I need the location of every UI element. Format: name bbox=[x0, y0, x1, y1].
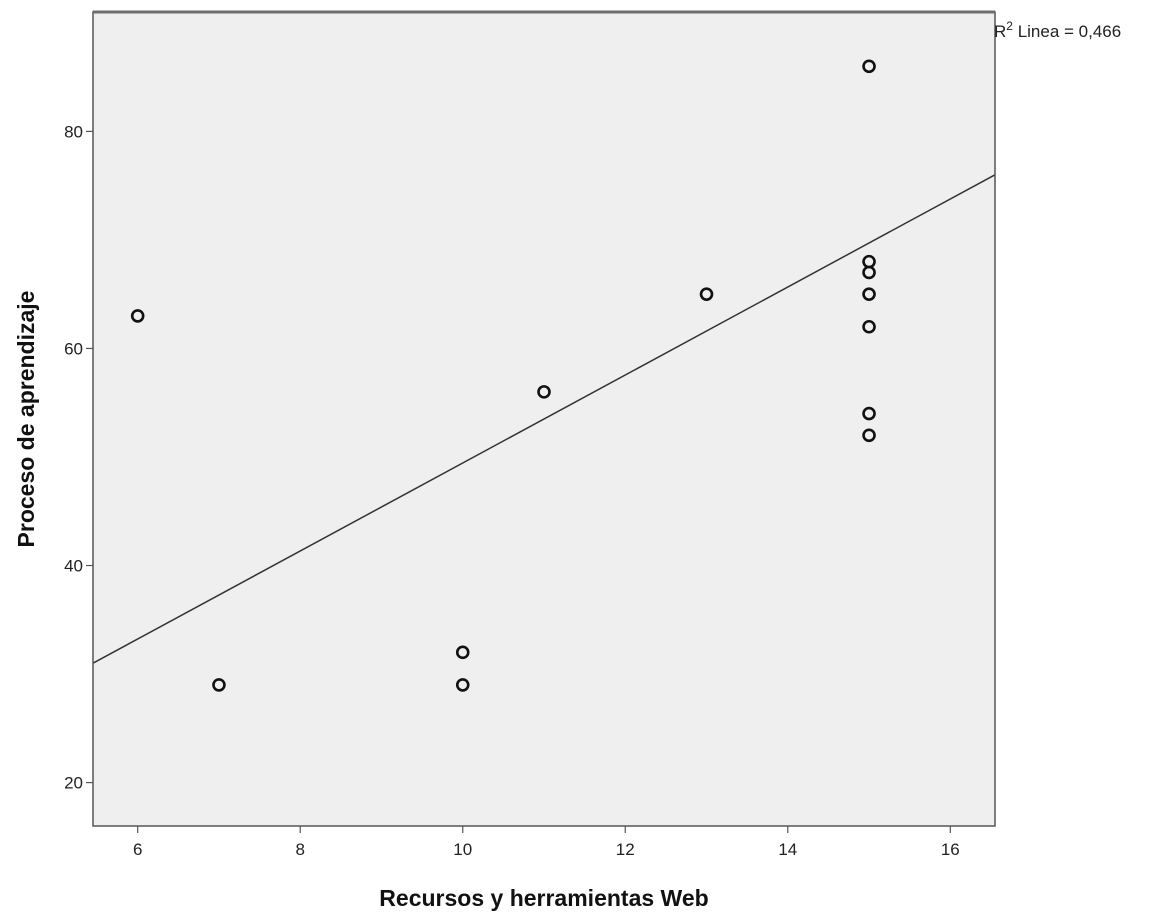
data-point bbox=[455, 645, 470, 660]
y-tick-label: 20 bbox=[64, 774, 83, 793]
x-axis: 6 8 10 12 14 16 bbox=[133, 826, 960, 859]
x-axis-title: Recursos y herramientas Web bbox=[379, 885, 708, 911]
regression-line bbox=[92, 174, 996, 664]
x-tick-label: 10 bbox=[453, 840, 472, 859]
data-point bbox=[862, 406, 876, 421]
x-tick-label: 14 bbox=[778, 840, 797, 859]
x-tick-label: 16 bbox=[941, 840, 960, 859]
data-point bbox=[862, 265, 876, 280]
r2-value: Linea = 0,466 bbox=[1013, 22, 1121, 41]
data-point bbox=[862, 319, 876, 334]
y-axis-title: Proceso de aprendizaje bbox=[13, 291, 39, 548]
data-point bbox=[862, 59, 876, 74]
data-point bbox=[212, 678, 226, 692]
x-tick-label: 12 bbox=[616, 840, 635, 859]
data-point bbox=[537, 385, 551, 399]
r2-superscript: 2 bbox=[1006, 19, 1013, 33]
data-point bbox=[130, 309, 145, 323]
y-axis: 20 40 60 80 bbox=[64, 122, 93, 793]
data-point bbox=[862, 428, 876, 443]
y-tick-label: 80 bbox=[64, 122, 83, 141]
data-point bbox=[862, 287, 876, 301]
x-tick-label: 8 bbox=[295, 840, 304, 859]
r2-prefix: R bbox=[994, 22, 1006, 41]
y-tick-label: 60 bbox=[64, 339, 83, 358]
y-tick-label: 40 bbox=[64, 557, 83, 576]
r2-annotation: R2 Linea = 0,466 bbox=[994, 19, 1121, 41]
data-point bbox=[699, 287, 714, 301]
x-tick-label: 6 bbox=[133, 840, 142, 859]
data-point bbox=[455, 678, 470, 692]
